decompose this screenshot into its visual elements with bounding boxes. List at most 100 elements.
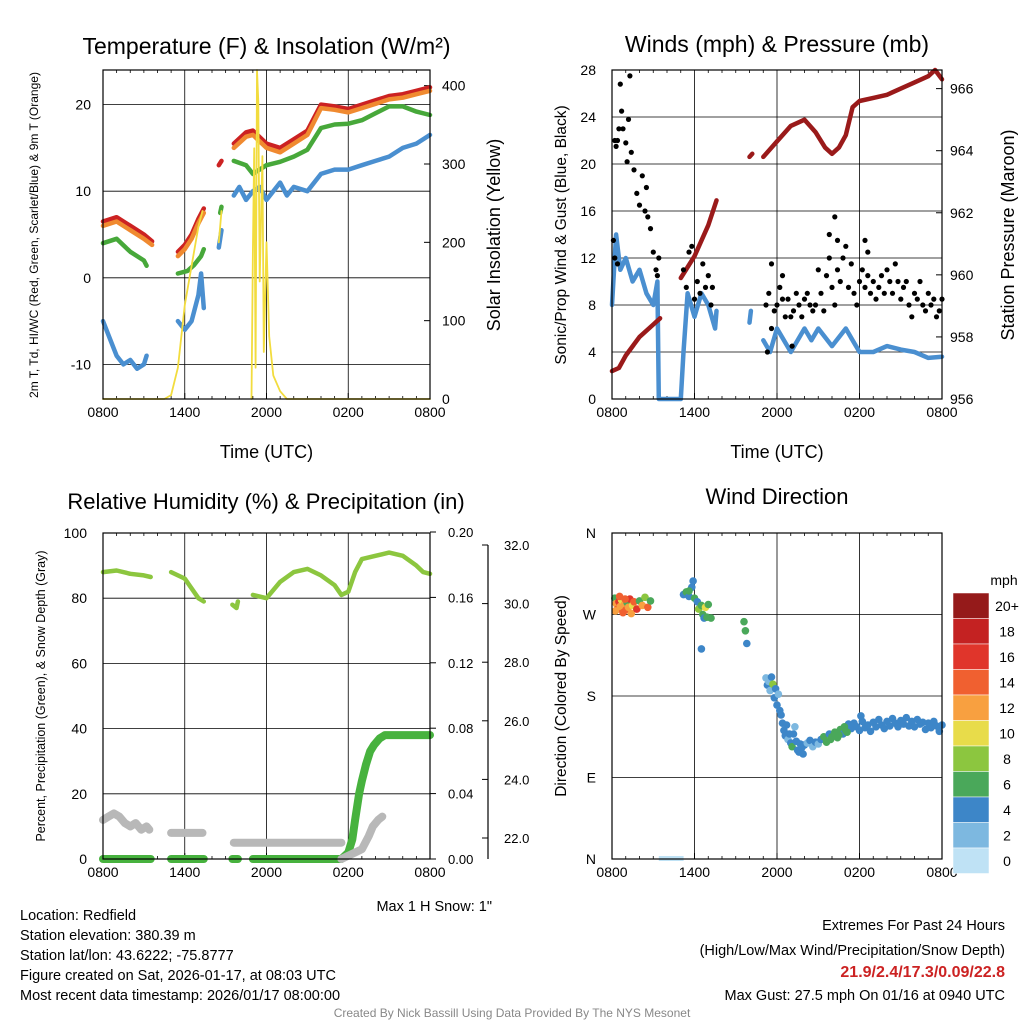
winds-y-tick-label: 0 bbox=[588, 391, 596, 407]
wdir-direction-point bbox=[866, 727, 875, 736]
wdir-direction-point bbox=[685, 587, 693, 595]
winds-gust-point bbox=[708, 302, 714, 308]
wdir-direction-point bbox=[799, 750, 807, 758]
winds-gust-point bbox=[796, 302, 802, 308]
winds-ylabel: Sonic/Prop Wind & Gust (Blue, Black) bbox=[553, 105, 570, 364]
wdir-direction-point bbox=[791, 723, 799, 731]
winds-gust-point bbox=[829, 284, 835, 290]
wdir-direction-point bbox=[782, 721, 791, 729]
temp-xlabel: Time (UTC) bbox=[220, 442, 313, 462]
winds-gust-point bbox=[928, 302, 934, 308]
winds-gust-point bbox=[612, 255, 618, 261]
temp-series-2m-temperature-seg-2 bbox=[216, 158, 224, 168]
temp-series-dew-point-seg-2 bbox=[217, 204, 224, 216]
wdir-direction-point bbox=[788, 742, 796, 751]
temp-series-solar-insolation-seg-1 bbox=[217, 210, 223, 244]
footer-latlon: Station lat/lon: 43.6222; -75.8777 bbox=[20, 948, 234, 964]
winds-gust-point bbox=[834, 267, 841, 273]
winds-gust-point bbox=[634, 190, 640, 196]
wdir-direction-point bbox=[935, 727, 944, 736]
winds-gust-point bbox=[854, 302, 860, 308]
winds-gust-point bbox=[873, 296, 879, 302]
winds-gust-point bbox=[818, 290, 824, 296]
winds-gust-point bbox=[777, 284, 783, 290]
rh-y2-tick-label: 0.12 bbox=[448, 656, 473, 671]
wdir-direction-point bbox=[641, 593, 649, 602]
winds-gust-point bbox=[624, 159, 630, 165]
wdir-legend-label: 8 bbox=[1003, 751, 1011, 767]
winds-gust-point bbox=[851, 290, 857, 296]
winds-gust-point bbox=[856, 278, 863, 285]
winds-y2-tick-label: 958 bbox=[950, 329, 974, 345]
winds-series-station-pressure-seg-0 bbox=[609, 316, 663, 374]
wdir-direction-point bbox=[704, 600, 713, 609]
temp-series-9m-temperature-seg-2 bbox=[231, 88, 433, 155]
wdir-ylabel: Direction (Colored By Speed) bbox=[553, 595, 570, 797]
winds-gust-point bbox=[862, 237, 868, 243]
winds-gust-point bbox=[801, 296, 808, 302]
temp-series-9m-temperature-seg-0 bbox=[100, 219, 155, 248]
winds-gust-point bbox=[790, 308, 797, 314]
temp-series-2m-temperature-seg-3 bbox=[231, 85, 433, 151]
winds-gust-point bbox=[694, 278, 700, 285]
winds-x-tick-label: 0800 bbox=[926, 404, 957, 420]
winds-gust-point bbox=[616, 126, 622, 132]
rh-y-tick-label: 100 bbox=[64, 525, 88, 541]
winds-gust-point bbox=[782, 314, 788, 320]
winds-gust-point bbox=[793, 290, 799, 296]
rh-y-tick-label: 0 bbox=[79, 851, 87, 867]
wdir-legend-swatch bbox=[952, 643, 990, 670]
wdir-legend-swatch bbox=[952, 822, 990, 849]
wdir-direction-point bbox=[777, 711, 785, 719]
max-gust: Max Gust: 27.5 mph On 01/16 at 0940 UTC bbox=[724, 988, 1005, 1004]
winds-gust-point bbox=[799, 314, 805, 320]
winds-gust-point bbox=[845, 284, 852, 290]
winds-gust-point bbox=[848, 261, 854, 267]
temp-ylabel: 2m T, Td, HI/WC (Red, Green, Scarlet/Blu… bbox=[27, 72, 41, 398]
wdir-legend-label: 2 bbox=[1003, 828, 1011, 844]
winds-gust-point bbox=[903, 278, 909, 285]
winds-y-tick-label: 20 bbox=[580, 156, 596, 172]
winds-gust-point bbox=[815, 267, 821, 273]
temp-y2-tick-label: 300 bbox=[442, 156, 466, 172]
winds-series-sonic-prop-wind-seg-0 bbox=[609, 232, 719, 402]
rh-series-snow-depth-seg-0 bbox=[99, 809, 154, 834]
winds-gust-point bbox=[700, 261, 706, 267]
temp-series-dew-point-seg-1 bbox=[175, 246, 207, 276]
winds-y-tick-label: 28 bbox=[580, 62, 596, 78]
footer-recent: Most recent data timestamp: 2026/01/17 0… bbox=[20, 988, 341, 1004]
rh-series-relative-humidity-seg-3 bbox=[250, 550, 433, 601]
wdir-legend-swatch bbox=[952, 796, 990, 823]
winds-gust-point bbox=[865, 249, 871, 255]
wdir-direction-point bbox=[707, 614, 715, 622]
winds-x-tick-label: 2000 bbox=[761, 404, 792, 420]
temp-y2-tick-label: 100 bbox=[442, 313, 466, 329]
wdir-x-tick-label: 0800 bbox=[926, 864, 957, 880]
rh-plot-border bbox=[102, 532, 431, 860]
rh-y2-tick-label: 0.20 bbox=[448, 525, 473, 540]
winds-gust-point bbox=[709, 284, 716, 290]
winds-series-sonic-prop-wind-seg-2 bbox=[761, 326, 945, 361]
winds-gust-point bbox=[810, 308, 816, 314]
rh-x-tick-label: 2000 bbox=[251, 864, 282, 880]
winds-gust-point bbox=[870, 278, 876, 285]
wdir-y-tick-label: N bbox=[586, 851, 596, 867]
winds-gust-point bbox=[906, 302, 912, 308]
temp-series-solar-insolation-seg-2 bbox=[250, 69, 431, 400]
wdir-legend-swatch bbox=[952, 618, 990, 645]
winds-series-station-pressure-seg-3 bbox=[761, 67, 945, 160]
wdir-legend-swatch bbox=[952, 592, 990, 619]
winds-gust-point bbox=[620, 126, 626, 132]
winds-gust-point bbox=[911, 290, 918, 296]
rh-y-tick-label: 80 bbox=[71, 590, 87, 606]
winds-gust-point bbox=[876, 284, 882, 290]
footer-location: Location: Redfield bbox=[20, 908, 137, 924]
rh-title: Relative Humidity (%) & Precipitation (i… bbox=[67, 489, 464, 514]
temp-y2label: Solar Insolation (Yellow) bbox=[484, 139, 504, 331]
rh-series-snow-depth-seg-3 bbox=[337, 812, 387, 863]
temp-x-tick-label: 2000 bbox=[251, 404, 282, 420]
winds-gust-point bbox=[933, 314, 940, 320]
rh-y3-tick-label: 32.0 bbox=[504, 538, 529, 553]
rh-x-tick-label: 1400 bbox=[169, 864, 200, 880]
